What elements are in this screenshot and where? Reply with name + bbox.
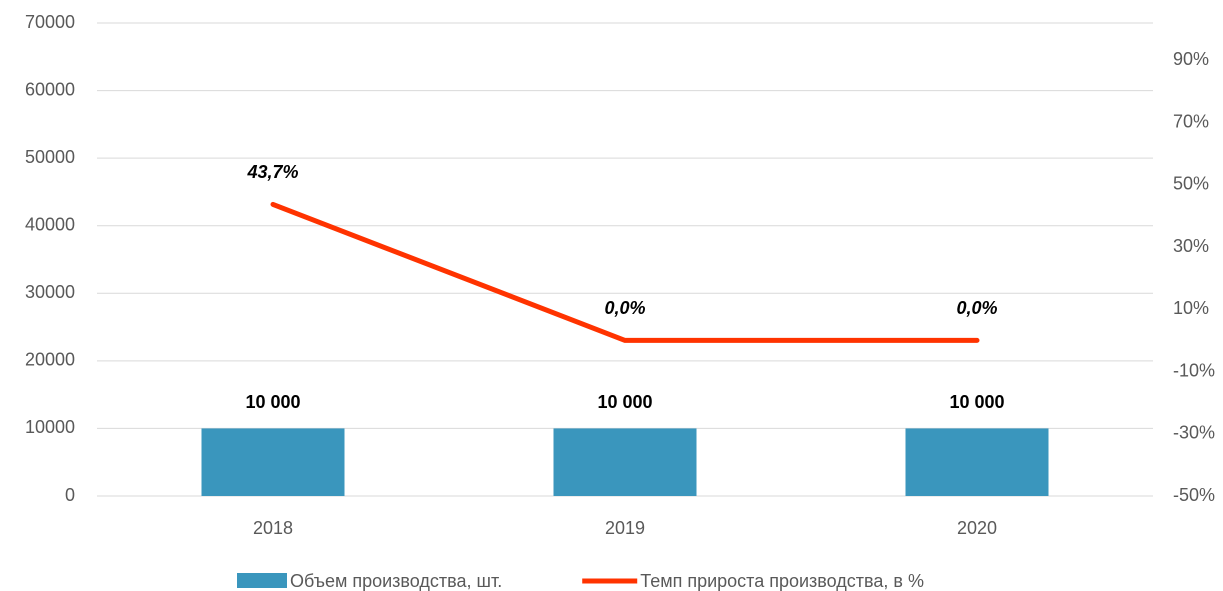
x-tick-label: 2020 bbox=[957, 518, 997, 538]
data-label: 43,7% bbox=[246, 162, 298, 182]
bar bbox=[905, 428, 1049, 496]
legend-swatch bbox=[237, 573, 287, 588]
y-tick-label: 50000 bbox=[25, 147, 75, 167]
y2-tick-label: 10% bbox=[1173, 298, 1209, 318]
y2-tick-label: 70% bbox=[1173, 111, 1209, 131]
data-label: 10 000 bbox=[949, 392, 1004, 412]
y-tick-label: 0 bbox=[65, 485, 75, 505]
legend-label: Объем производства, шт. bbox=[290, 571, 502, 591]
bar bbox=[553, 428, 697, 496]
data-label: 10 000 bbox=[245, 392, 300, 412]
y-tick-label: 40000 bbox=[25, 214, 75, 234]
y-tick-label: 10000 bbox=[25, 417, 75, 437]
y2-tick-label: -30% bbox=[1173, 423, 1215, 443]
y2-tick-label: 50% bbox=[1173, 174, 1209, 194]
y2-tick-label: 30% bbox=[1173, 236, 1209, 256]
y2-tick-label: -50% bbox=[1173, 485, 1215, 505]
y-tick-label: 20000 bbox=[25, 350, 75, 370]
y2-tick-label: -10% bbox=[1173, 360, 1215, 380]
y2-tick-label: 90% bbox=[1173, 49, 1209, 69]
data-label: 10 000 bbox=[597, 392, 652, 412]
line bbox=[270, 201, 980, 343]
y-tick-label: 70000 bbox=[25, 12, 75, 32]
bar bbox=[201, 428, 345, 496]
y-tick-label: 60000 bbox=[25, 79, 75, 99]
x-tick-label: 2019 bbox=[605, 518, 645, 538]
x-tick-label: 2018 bbox=[253, 518, 293, 538]
data-label: 0,0% bbox=[956, 298, 997, 318]
data-label: 0,0% bbox=[604, 298, 645, 318]
legend-label: Темп прироста производства, в % bbox=[640, 571, 924, 591]
y-tick-label: 30000 bbox=[25, 282, 75, 302]
